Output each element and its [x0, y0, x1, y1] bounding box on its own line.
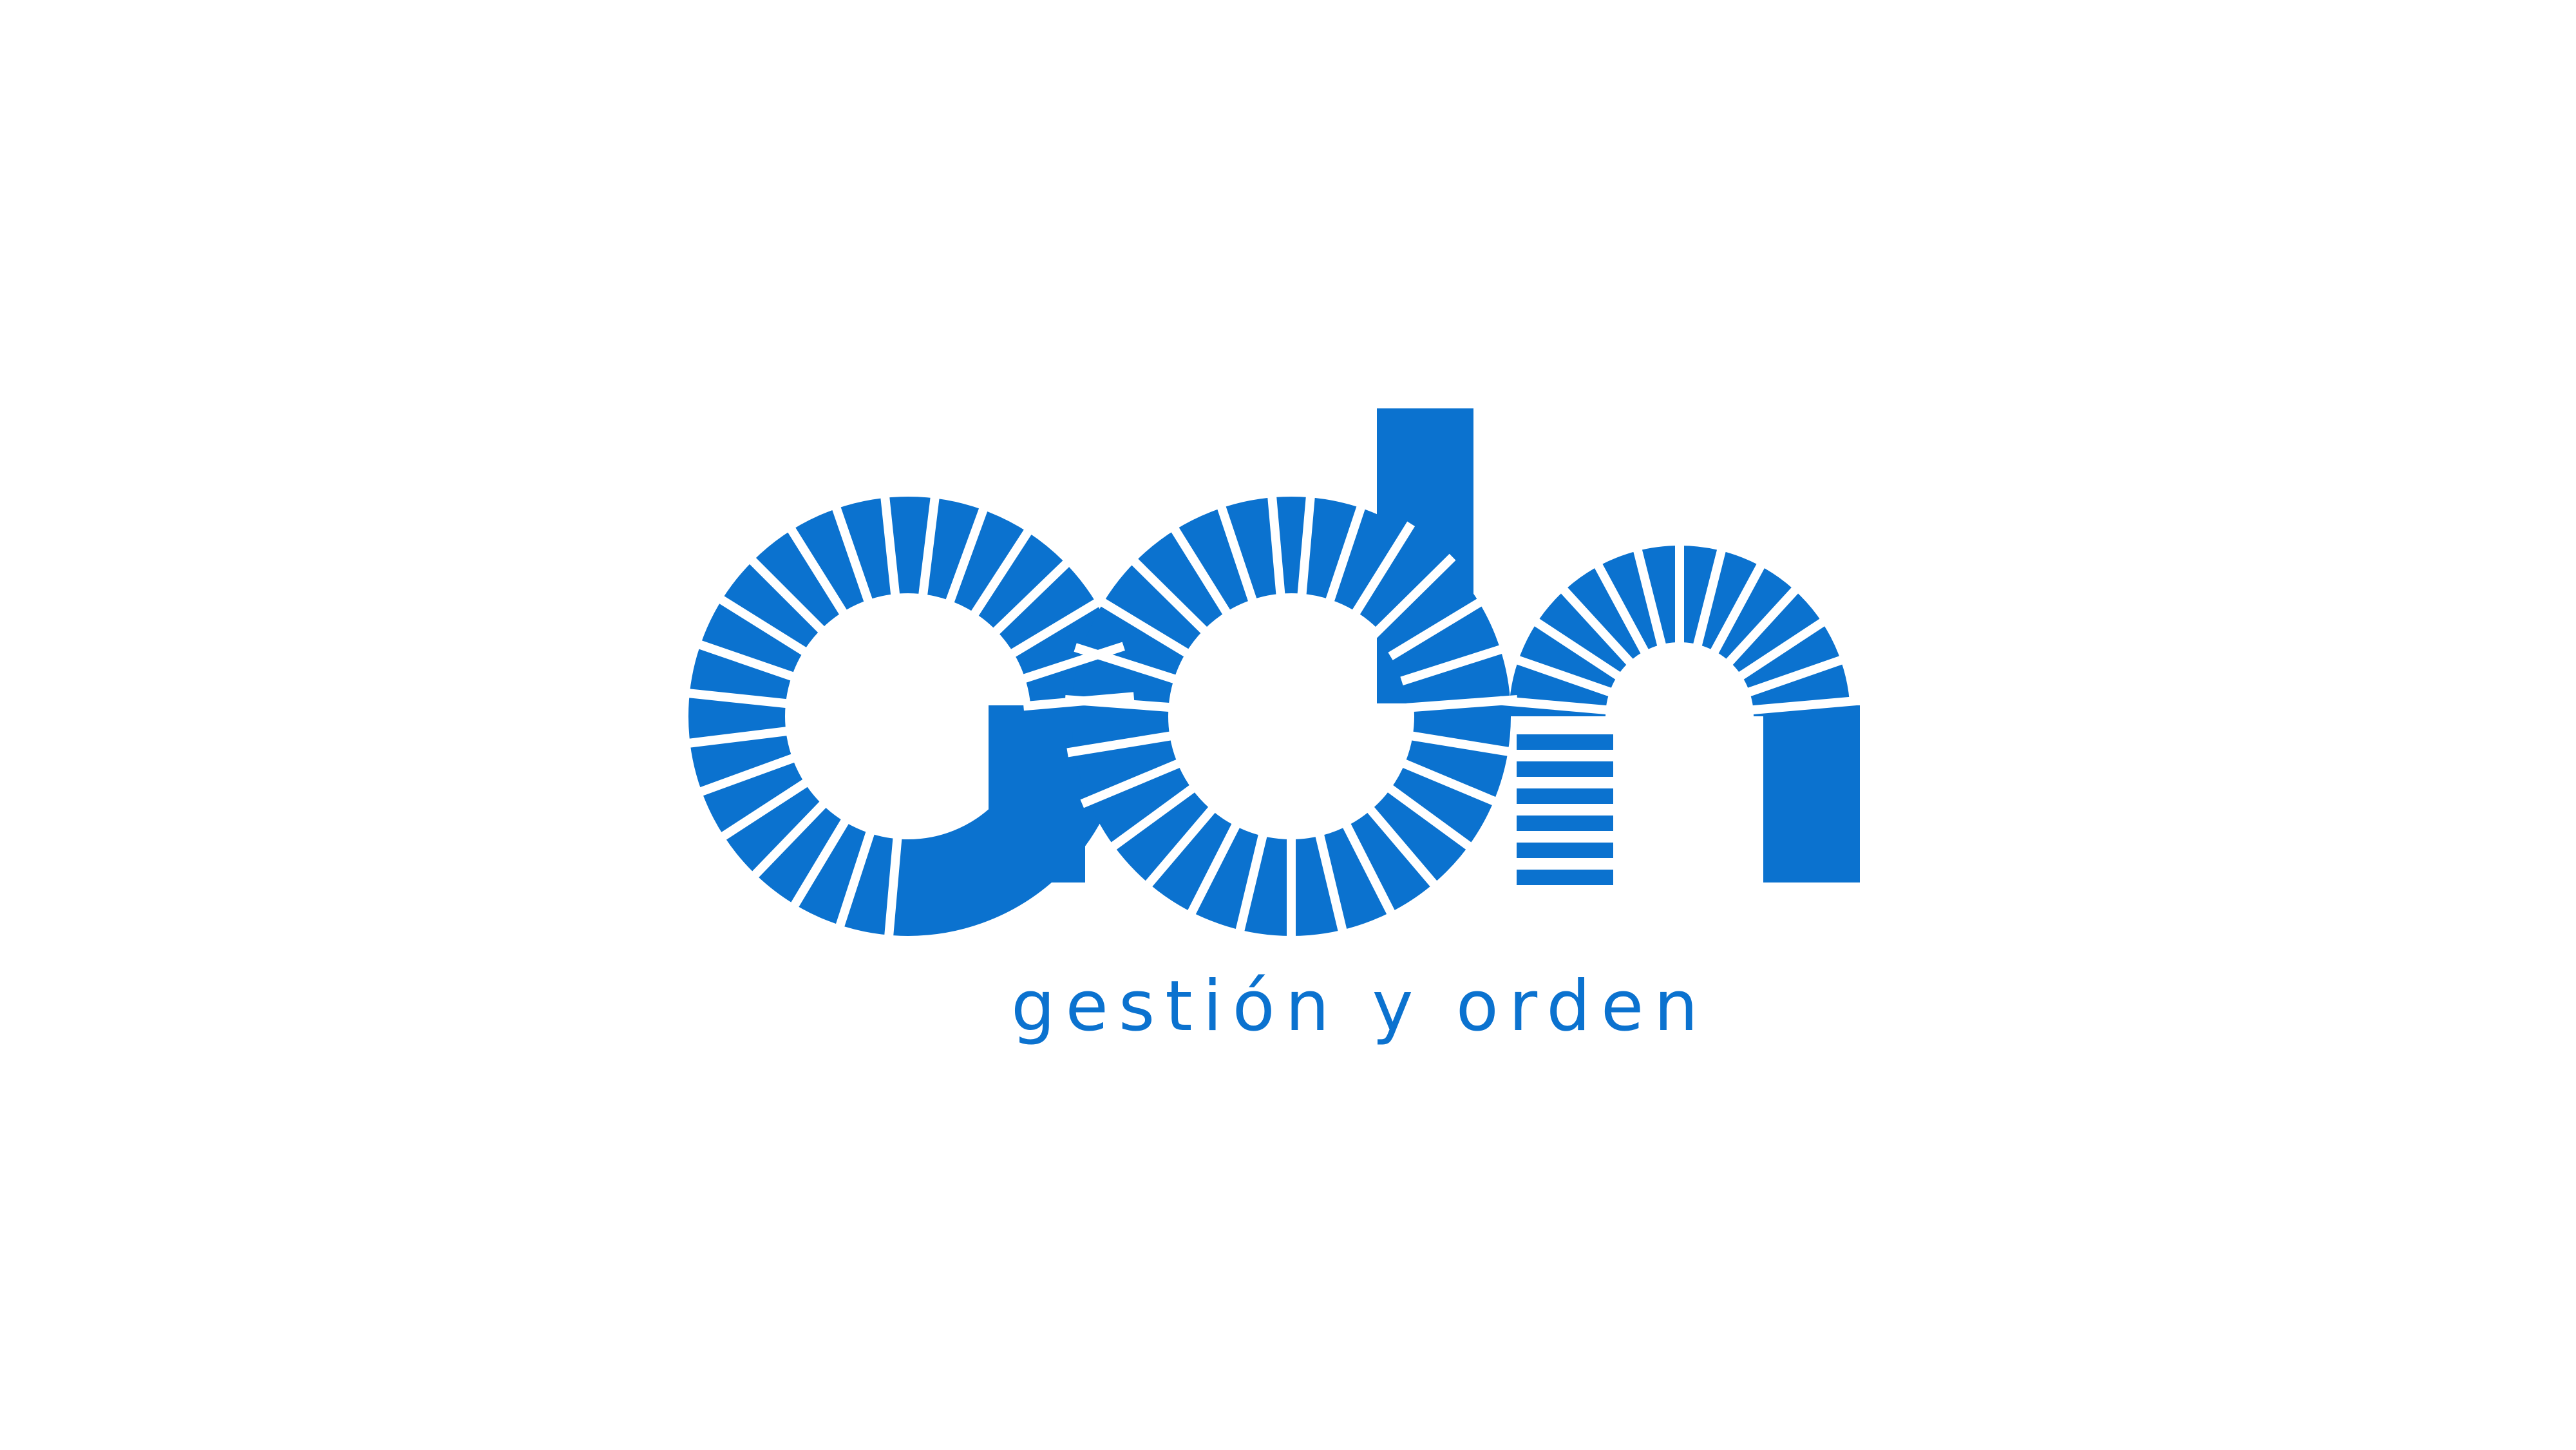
ring-slit: [1017, 642, 1125, 685]
n-leg-stripe: [1517, 870, 1613, 885]
ring-slit: [682, 688, 793, 709]
ring-slit: [884, 831, 903, 943]
ring-slit: [1005, 595, 1105, 661]
ring-slit: [715, 776, 813, 844]
ring-slit: [1065, 695, 1177, 712]
ring-slit: [1080, 756, 1186, 808]
letter-n-left-leg-stripes: [1517, 734, 1613, 885]
ring-slit: [1736, 613, 1833, 682]
ring-slit: [692, 638, 800, 683]
ring-slit: [1296, 490, 1316, 602]
tagline: gestión y orden: [1011, 966, 1709, 1047]
letter-n-right-leg: [1763, 705, 1860, 882]
ring-slit: [1388, 595, 1488, 660]
ring-slit: [784, 521, 851, 621]
ring-slit: [1215, 499, 1259, 608]
ring-slit: [1095, 595, 1195, 660]
n-leg-stripe: [1517, 843, 1613, 858]
ring-slit: [1499, 696, 1610, 715]
ring-slit: [1314, 828, 1349, 938]
n-leg-stripe: [1517, 734, 1613, 750]
ring-slit: [1167, 521, 1234, 620]
ring-slit: [1349, 521, 1416, 620]
ring-slit: [1554, 580, 1635, 667]
ring-slit: [1526, 613, 1623, 682]
ring-slit: [1363, 801, 1442, 892]
ring-slit: [1184, 817, 1243, 921]
n-leg-stripe: [1517, 816, 1613, 831]
letter-a-stem: [989, 705, 1085, 882]
ring-slit: [682, 725, 794, 749]
ring-slit: [1105, 781, 1200, 854]
ring-slit: [1508, 653, 1615, 698]
ring-slit: [1267, 490, 1286, 602]
ring-slit: [1724, 580, 1805, 667]
ring-slit: [1066, 730, 1178, 758]
ring-slit: [1126, 553, 1212, 638]
ring-slit: [1141, 801, 1220, 892]
ring-slit: [1400, 643, 1509, 685]
ring-slit: [1234, 828, 1269, 938]
ring-slit: [1745, 653, 1852, 698]
ring-slit: [1340, 817, 1398, 921]
ring-slit: [829, 500, 875, 609]
ring-slit: [967, 523, 1036, 622]
ring-slit: [1323, 499, 1368, 608]
ring-slit: [1405, 730, 1516, 758]
ring-slit: [747, 796, 831, 883]
ring-slit: [693, 751, 801, 798]
letter-n: [1509, 546, 1860, 885]
ring-slit: [1382, 781, 1477, 854]
n-leg-stripe: [1517, 788, 1613, 804]
ring-slit: [787, 813, 853, 913]
n-leg-stripe: [1517, 761, 1613, 777]
ring-slit: [943, 501, 990, 609]
ring-slit: [1370, 553, 1456, 638]
ring-slit: [1396, 756, 1502, 808]
ring-slit: [1709, 555, 1770, 656]
ring-slit: [1589, 555, 1650, 656]
ring-slit: [988, 555, 1075, 639]
ring-slit: [744, 553, 829, 638]
ring-slit: [1406, 695, 1518, 712]
ring-slit: [1631, 540, 1667, 649]
ring-slit: [1749, 696, 1860, 715]
ring-slit: [1692, 540, 1728, 649]
ring-slit: [917, 490, 940, 602]
ring-slit: [713, 592, 813, 659]
ring-slit: [880, 490, 901, 602]
ring-slit: [833, 825, 877, 933]
ring-slit: [1074, 643, 1182, 685]
